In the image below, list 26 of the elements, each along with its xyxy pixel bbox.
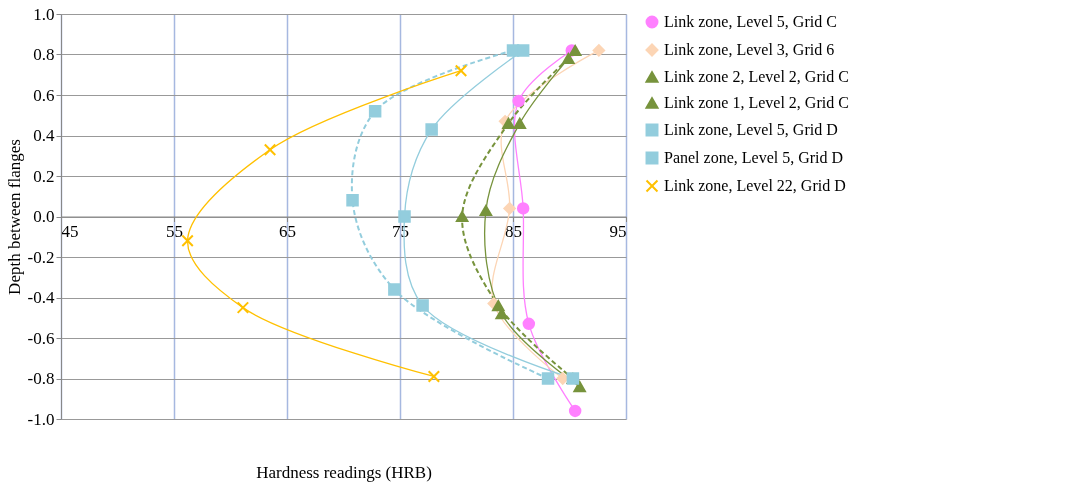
y-tick-label: 0.8	[33, 45, 55, 64]
y-tick-label: 1.0	[33, 4, 55, 24]
legend-label: Link zone, Level 22, Grid D	[664, 177, 846, 194]
legend-label: Panel zone, Level 5, Grid D	[664, 149, 844, 166]
y-tick-label: -0.4	[27, 288, 55, 307]
legend-label: Link zone 2, Level 2, Grid C	[664, 68, 849, 85]
y-tick-label: 0.4	[33, 126, 55, 145]
x-tick-label: 95	[609, 222, 627, 241]
y-tick-label: 0.6	[33, 85, 55, 105]
y-tick-label: 0.2	[33, 166, 55, 186]
y-tick-label: -0.2	[27, 247, 55, 267]
legend-label: Link zone 1, Level 2, Grid C	[664, 94, 849, 111]
x-tick-label: 65	[279, 222, 296, 241]
y-tick-label: -1.0	[27, 409, 55, 429]
x-axis-title: Hardness readings (HRB)	[256, 462, 432, 482]
y-tick-label: -0.6	[27, 328, 55, 348]
x-tick-label: 55	[166, 222, 183, 241]
x-tick-label: 75	[392, 222, 409, 241]
x-tick-label: 85	[505, 222, 522, 241]
y-tick-label: -0.8	[27, 369, 55, 388]
y-tick-label: 0.0	[33, 207, 55, 226]
legend-label: Link zone, Level 5, Grid C	[664, 13, 837, 30]
x-tick-label: 45	[61, 222, 79, 241]
y-axis-title: Depth between flanges	[4, 139, 24, 295]
legend-label: Link zone, Level 5, Grid D	[664, 121, 838, 138]
legend-label: Link zone, Level 3, Grid 6	[664, 41, 835, 58]
